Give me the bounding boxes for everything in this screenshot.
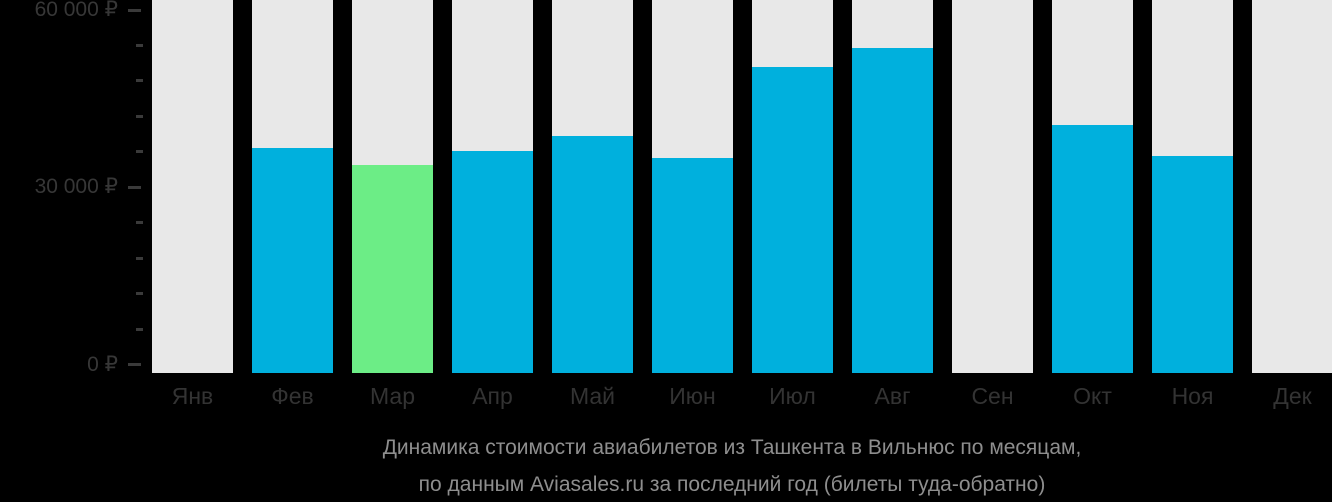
bar-Окт [1052,125,1133,373]
x-tick-label-Янв: Янв [171,383,214,409]
x-tick-label-Май: Май [569,383,616,409]
bar-Апр [452,151,533,373]
x-tick-label-Июн: Июн [669,383,716,409]
bar-Ноя [1152,156,1233,373]
x-tick-label-Ноя: Ноя [1171,383,1214,409]
y-minor-tick-mark [136,328,143,331]
x-tick-label-Авг: Авг [874,383,911,409]
x-tick-label-Июл: Июл [769,383,816,409]
y-minor-tick-mark [136,115,143,118]
caption-subtitle: по данным Aviasales.ru за последний год … [418,473,1046,496]
y-major-tick-mark [128,363,141,366]
bar-Авг [852,48,933,373]
y-minor-tick-mark [136,44,143,47]
bar-Июл [752,67,833,373]
x-tick-label-Фев: Фев [271,383,314,409]
bar-track-Сен [952,0,1033,373]
x-tick-label-Апр: Апр [472,383,513,409]
y-tick-label: 30 000 ₽ [34,175,118,198]
x-tick-label-Мар: Мар [369,383,415,409]
y-major-tick-mark [128,186,141,189]
bar-track-Янв [152,0,233,373]
x-tick-label-Окт: Окт [1073,383,1112,409]
y-major-tick-mark [128,9,141,12]
y-minor-tick-mark [136,150,143,153]
y-minor-tick-mark [136,292,143,295]
x-tick-label-Сен: Сен [971,383,1014,409]
caption-title: Динамика стоимости авиабилетов из Ташкен… [382,436,1082,459]
y-minor-tick-mark [136,257,143,260]
bar-track-Дек [1252,0,1332,373]
bar-Июн [652,158,733,373]
y-minor-tick-mark [136,221,143,224]
y-tick-label: 0 ₽ [87,353,118,376]
chart-caption: Динамика стоимости авиабилетов из Ташкен… [132,429,1332,502]
y-minor-tick-mark [136,79,143,82]
bar-cheapest-Мар [352,165,433,373]
y-tick-label: 60 000 ₽ [34,0,118,21]
bar-Фев [252,148,333,373]
x-tick-label-Дек: Дек [1273,383,1312,409]
bar-Май [552,136,633,373]
